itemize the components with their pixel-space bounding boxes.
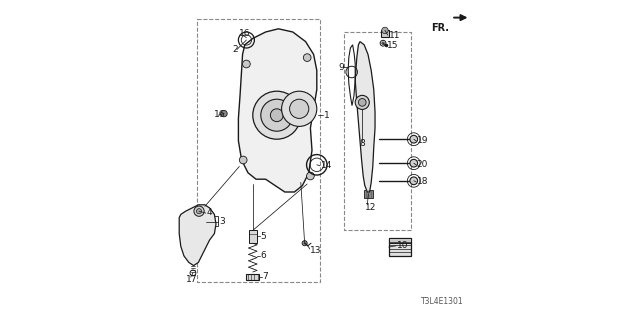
Text: 11: 11 bbox=[388, 31, 400, 40]
Circle shape bbox=[239, 156, 247, 164]
Circle shape bbox=[243, 60, 250, 68]
Polygon shape bbox=[239, 29, 317, 192]
Circle shape bbox=[381, 42, 384, 44]
Circle shape bbox=[355, 95, 369, 109]
Circle shape bbox=[358, 99, 366, 106]
Circle shape bbox=[289, 99, 309, 118]
Text: T3L4E1301: T3L4E1301 bbox=[421, 297, 464, 306]
Text: 12: 12 bbox=[365, 203, 377, 212]
Text: 9: 9 bbox=[338, 63, 344, 72]
Text: 7: 7 bbox=[262, 272, 268, 281]
Circle shape bbox=[261, 99, 293, 131]
Text: 19: 19 bbox=[417, 136, 428, 145]
Text: 18: 18 bbox=[417, 177, 428, 186]
Text: 5: 5 bbox=[260, 232, 266, 241]
Bar bbox=[364, 190, 373, 198]
Text: 13: 13 bbox=[310, 246, 322, 255]
Circle shape bbox=[410, 159, 417, 167]
Text: 16: 16 bbox=[239, 29, 250, 38]
Circle shape bbox=[271, 109, 283, 122]
Circle shape bbox=[381, 27, 388, 34]
Circle shape bbox=[410, 135, 417, 143]
Bar bbox=[381, 30, 389, 37]
Polygon shape bbox=[179, 205, 216, 266]
Bar bbox=[249, 230, 257, 243]
Text: 6: 6 bbox=[260, 252, 266, 260]
Polygon shape bbox=[355, 42, 375, 192]
Circle shape bbox=[221, 110, 227, 117]
Circle shape bbox=[307, 172, 314, 180]
Text: 1: 1 bbox=[324, 111, 330, 120]
Text: 20: 20 bbox=[417, 160, 428, 169]
Text: 2: 2 bbox=[232, 45, 237, 54]
Text: 3: 3 bbox=[219, 217, 225, 226]
Circle shape bbox=[303, 54, 311, 61]
Text: FR.: FR. bbox=[431, 23, 450, 33]
Circle shape bbox=[282, 91, 317, 126]
Circle shape bbox=[302, 241, 307, 246]
Bar bbox=[246, 274, 259, 280]
Text: 15: 15 bbox=[387, 41, 398, 50]
Circle shape bbox=[194, 206, 204, 216]
Text: 10: 10 bbox=[397, 241, 408, 250]
Circle shape bbox=[253, 91, 301, 139]
Text: 16: 16 bbox=[214, 110, 225, 119]
Bar bbox=[388, 238, 411, 243]
Text: 17: 17 bbox=[186, 275, 197, 284]
Bar bbox=[198, 216, 218, 226]
Text: 14: 14 bbox=[321, 161, 332, 170]
Bar bbox=[388, 238, 411, 256]
Text: 4: 4 bbox=[206, 208, 212, 217]
Circle shape bbox=[410, 177, 417, 185]
Circle shape bbox=[196, 209, 202, 214]
Text: 8: 8 bbox=[360, 139, 365, 148]
